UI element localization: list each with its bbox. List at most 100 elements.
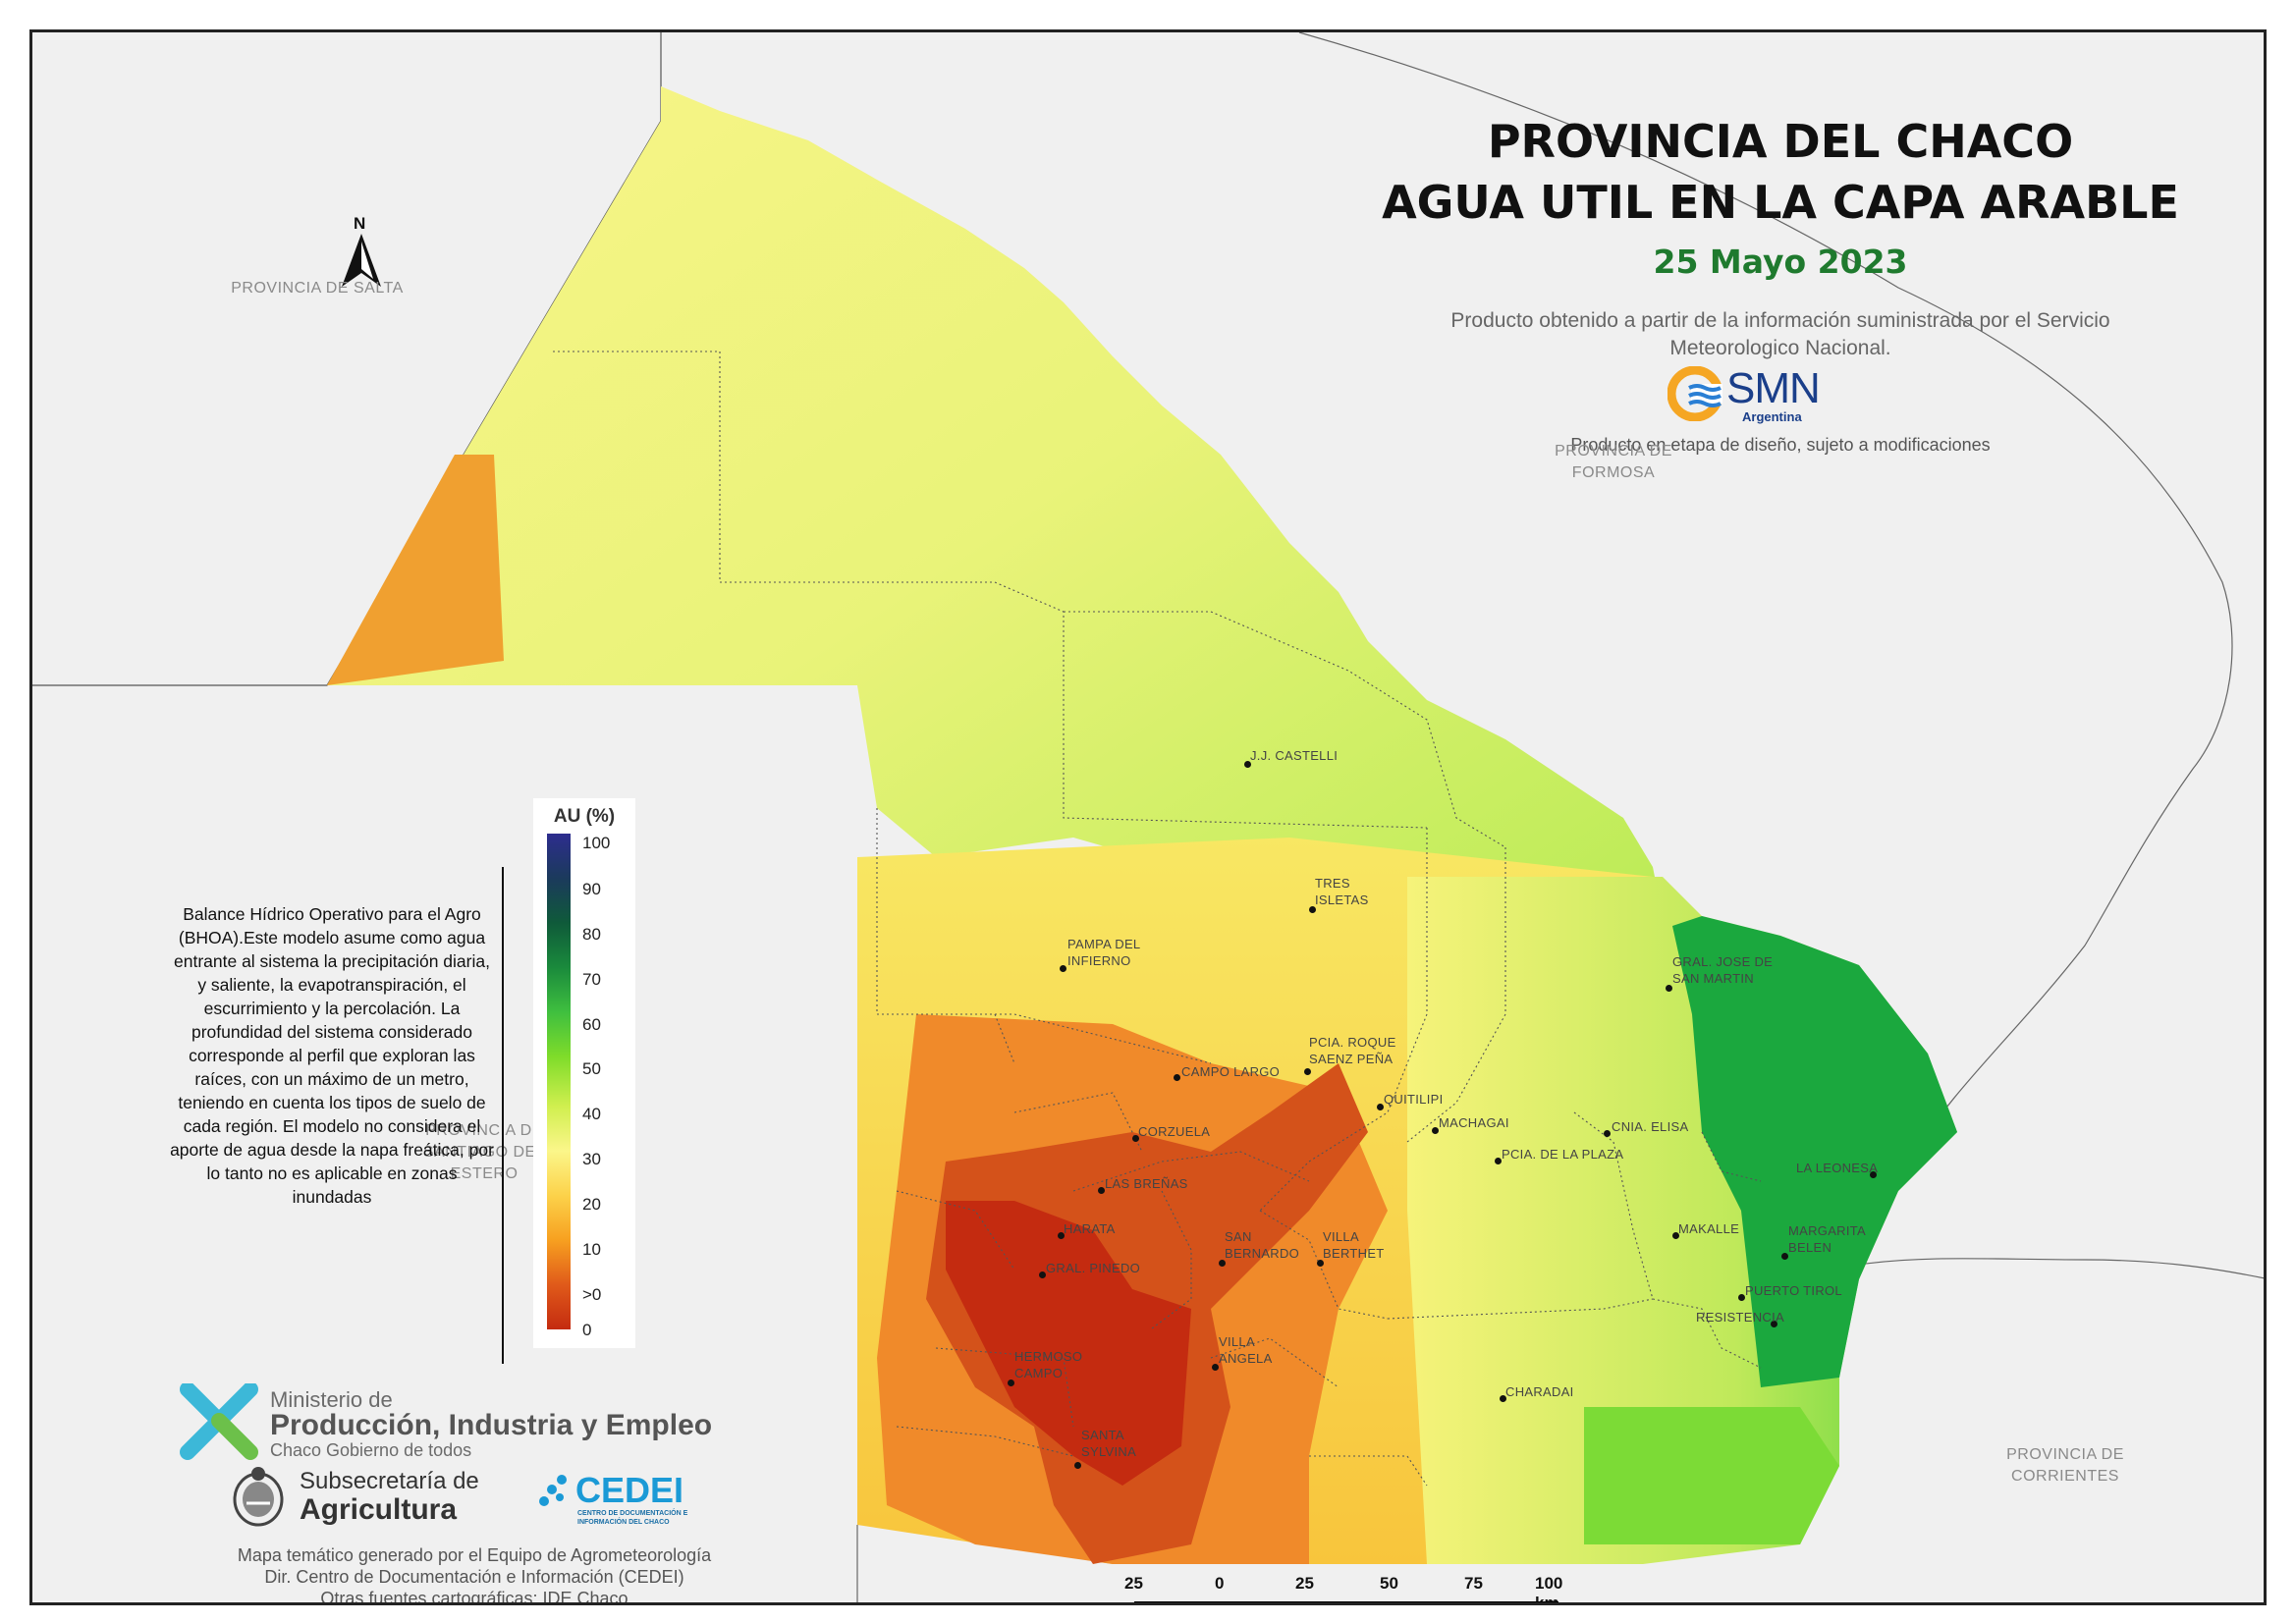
city-marker (1672, 1232, 1679, 1239)
cedei-logo-icon (539, 1475, 567, 1506)
city-marker (1500, 1395, 1506, 1402)
legend-tick: 100 (582, 834, 611, 852)
city-marker (1495, 1158, 1502, 1164)
city-marker (1212, 1364, 1219, 1371)
cedei-logo: CEDEI CENTRO DE DOCUMENTACIÓN E INFORMAC… (538, 1470, 715, 1529)
credits: Mapa temático generado por el Equipo de … (180, 1544, 769, 1602)
city-label: CORZUELA (1138, 1124, 1211, 1139)
scale-segment (1221, 1601, 1305, 1602)
city-marker (1244, 761, 1251, 768)
title-line-2: AGUA UTIL EN LA CAPA ARABLE (1382, 176, 2179, 229)
legend-tick: 80 (582, 925, 601, 944)
city-label: CAMPO LARGO (1181, 1064, 1281, 1079)
legend-tick: 90 (582, 880, 601, 898)
description-divider (502, 867, 504, 1364)
legend-tick: >0 (582, 1285, 602, 1304)
cedei-name: CEDEI (575, 1470, 684, 1510)
city-marker (1039, 1271, 1046, 1278)
ministerio-line-3: Chaco Gobierno de todos (270, 1440, 472, 1460)
credits-line-1: Mapa temático generado por el Equipo de … (237, 1545, 712, 1565)
credits-line-2: Dir. Centro de Documentación e Informaci… (264, 1567, 684, 1587)
smn-logo-text: SMN (1726, 364, 1821, 412)
legend-tick: 20 (582, 1195, 601, 1214)
legend-tick: 40 (582, 1105, 601, 1123)
source-note: Producto obtenido a partir de la informa… (1450, 309, 2110, 359)
city-marker (1781, 1253, 1788, 1260)
city-label: PCIA. DE LA PLAZA (1502, 1147, 1624, 1162)
title-line-1: PROVINCIA DEL CHACO (1487, 115, 2074, 168)
city-marker (1174, 1074, 1180, 1081)
city-label: QUITILIPI (1384, 1092, 1444, 1107)
smn-logo-subtext: Argentina (1742, 409, 1802, 424)
subsecretaria-logo: Subsecretaría de Agricultura (229, 1464, 523, 1533)
east-strip-lightgreen (1584, 1407, 1839, 1544)
label-corrientes: PROVINCIA DE CORRIENTES (2006, 1446, 2124, 1485)
city-label: SANTA SYLVINA (1081, 1428, 1137, 1459)
city-label: MACHAGAI (1439, 1115, 1509, 1130)
legend-title: AU (%) (553, 806, 616, 827)
subsecretaria-line-2: Agricultura (300, 1493, 458, 1526)
scale-label: 100 km (1535, 1574, 1563, 1605)
city-marker (1377, 1104, 1384, 1110)
city-label: MAKALLE (1678, 1221, 1740, 1236)
scale-segment (1305, 1601, 1390, 1602)
city-label: PCIA. ROQUE SAENZ PEÑA (1309, 1035, 1396, 1066)
cedei-subtitle: CENTRO DE DOCUMENTACIÓN E INFORMACIÓN DE… (577, 1510, 688, 1526)
ministerio-line-1: Ministerio de (270, 1387, 393, 1412)
city-marker (1060, 965, 1066, 972)
city-label: PUERTO TIROL (1745, 1283, 1842, 1298)
chaco-seal-icon (233, 1467, 284, 1527)
legend-tick: 30 (582, 1150, 601, 1168)
label-santiago: PROVINCIA DE SANTIAGO DEL ESTERO (422, 1122, 546, 1182)
department-borders (553, 351, 1762, 1487)
city-label: CHARADAI (1505, 1384, 1574, 1399)
legend-tick: 50 (582, 1059, 601, 1078)
city-label: HERMOSO CAMPO (1014, 1349, 1083, 1380)
legend-tick: 60 (582, 1015, 601, 1034)
city-label: VILLA ANGELA (1219, 1334, 1273, 1366)
label-salta: PROVINCIA DE SALTA (231, 280, 404, 297)
north-arrow: N (332, 214, 391, 293)
scale-segment (1474, 1601, 1558, 1602)
design-note: Producto en etapa de diseño, sujeto a mo… (1570, 435, 1991, 455)
legend-tick: 10 (582, 1240, 601, 1259)
city-label: SAN BERNARDO (1225, 1229, 1300, 1261)
scale-bar: 25 0 25 50 75 100 km (1124, 1574, 1564, 1605)
city-label: TRES ISLETAS (1315, 876, 1369, 907)
city-marker (1098, 1187, 1105, 1194)
city-label: GRAL. JOSE DE SAN MARTIN (1672, 954, 1774, 986)
scale-segment (1177, 1601, 1221, 1602)
scale-label: 25 (1295, 1574, 1314, 1593)
city-marker (1432, 1127, 1439, 1134)
north-arrow-label: N (354, 214, 366, 233)
city-label: MARGARITA BELEN (1788, 1223, 1866, 1255)
city-marker (1219, 1260, 1226, 1267)
ministerio-line-2: Producción, Industria y Empleo (270, 1409, 713, 1441)
province-north (327, 86, 1663, 975)
city-marker (1304, 1068, 1311, 1075)
city-label: LAS BREÑAS (1105, 1176, 1188, 1191)
city-marker (1058, 1232, 1065, 1239)
city-label: CNIA. ELISA (1612, 1119, 1689, 1134)
ministerio-logo-icon (180, 1383, 258, 1460)
city-marker (1309, 906, 1316, 913)
model-description: Balance Hídrico Operativo para el Agro (… (170, 904, 494, 1207)
city-label: J.J. CASTELLI (1250, 748, 1339, 763)
subsecretaria-line-1: Subsecretaría de (300, 1468, 479, 1494)
color-legend: AU (%) 100 90 80 70 60 50 40 30 20 10 >0… (533, 798, 635, 1348)
city-label: PAMPA DEL INFIERNO (1067, 937, 1140, 968)
city-marker (1738, 1294, 1745, 1301)
smn-logo-icon (1667, 366, 1722, 421)
legend-color-bar (547, 834, 571, 1329)
province-west-wedge (327, 455, 504, 685)
formosa-river (1298, 32, 2233, 1163)
corrientes-border (1858, 1258, 2264, 1279)
label-formosa: PROVINCIA DE FORMOSA (1555, 443, 1672, 481)
city-label: RESISTENCIA (1696, 1310, 1784, 1325)
city-marker (1604, 1130, 1611, 1137)
page-title: PROVINCIA DEL CHACO AGUA UTIL EN LA CAPA… (1240, 111, 2264, 233)
city-marker (1666, 985, 1672, 992)
legend-tick: 0 (582, 1321, 592, 1339)
smn-logo: SMN Argentina (1667, 364, 1844, 425)
dark-green-zone (1672, 916, 1957, 1387)
